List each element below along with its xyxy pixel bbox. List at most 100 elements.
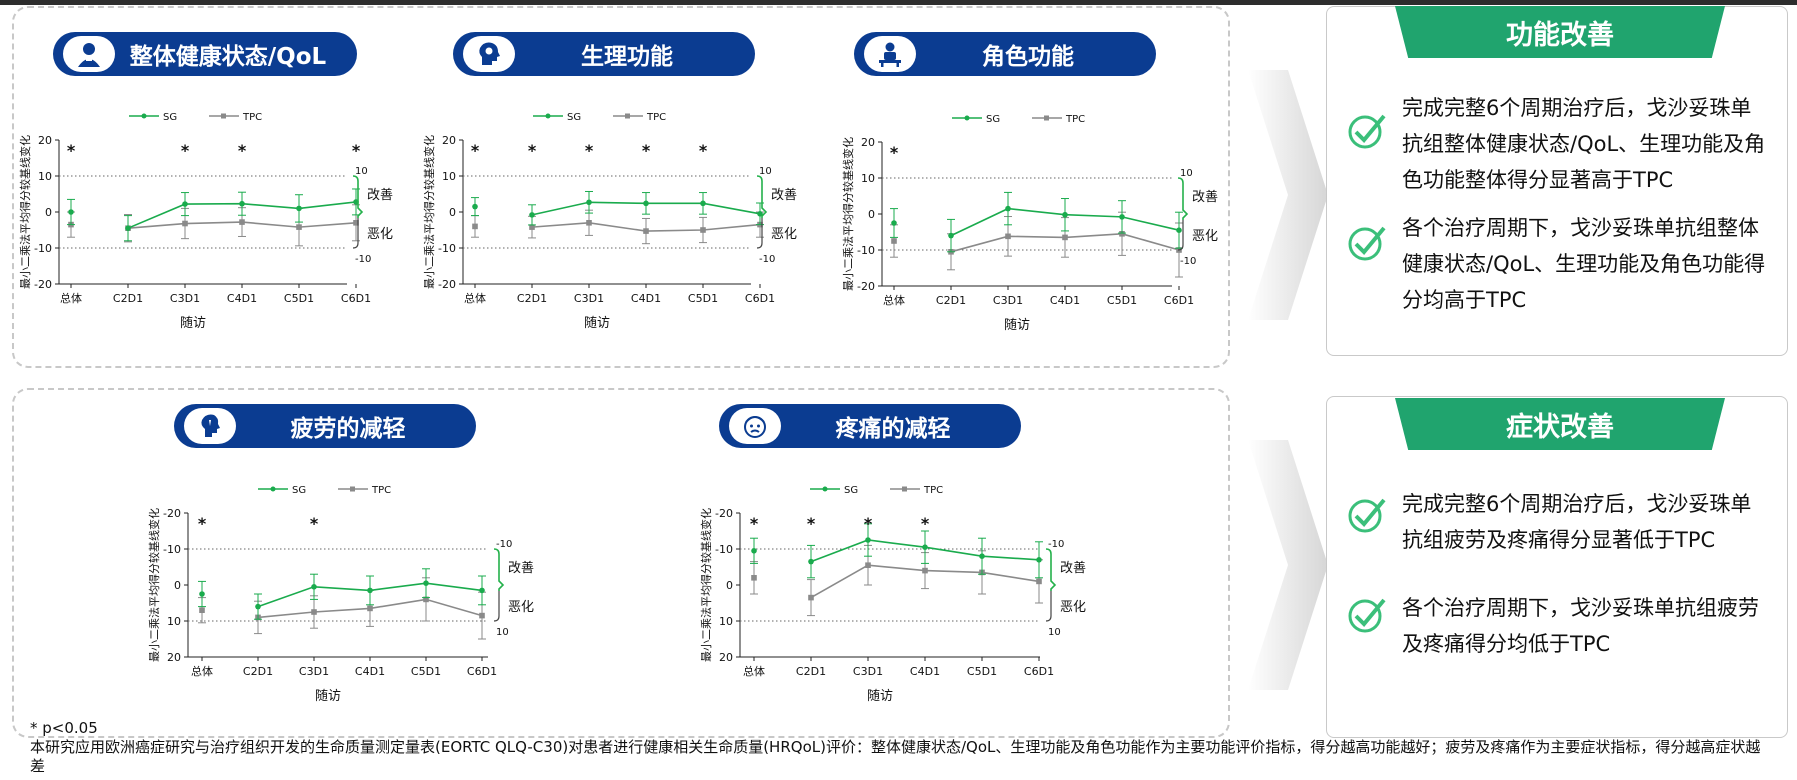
significance-star: * <box>181 141 190 160</box>
legend-tpc-label: TPC <box>242 112 262 123</box>
card-title-function: 功能改善 <box>1395 6 1725 58</box>
significance-star: * <box>238 141 247 160</box>
x-tick-label: C4D1 <box>227 292 257 305</box>
x-tick-label: 总体 <box>60 291 82 305</box>
improve-label: 改善 <box>367 187 393 203</box>
check-icon <box>1348 114 1386 149</box>
y-tick-label: -20 <box>715 507 733 520</box>
chart-role: SG TPC 20 10 0 -10 -20 总体 C2D1 C3D1 C4D1 C5D1 C6D1 随访… <box>841 114 1218 333</box>
x-tick-label: 总体 <box>464 291 486 305</box>
tpc-point <box>182 220 188 227</box>
y-tick-label: -10 <box>163 543 181 556</box>
sg-point <box>643 200 649 207</box>
person-icon <box>63 36 115 72</box>
check-icon <box>1348 598 1386 633</box>
improve-label: 改善 <box>771 187 797 203</box>
improve-brace <box>756 175 768 218</box>
y-tick-label: 10 <box>38 170 52 183</box>
sg-point <box>891 220 897 226</box>
card-bullet: 各个治疗周期下，戈沙妥珠单抗组疲劳及疼痛得分均低于TPC <box>1402 596 1759 656</box>
x-tick-label: C4D1 <box>910 665 940 678</box>
tpc-point <box>423 596 429 603</box>
improve-brace <box>352 175 364 218</box>
brace-top-value: 10 <box>759 166 772 177</box>
significance-star: * <box>642 141 651 160</box>
y-tick-label: 10 <box>167 615 181 628</box>
x-tick-label: C3D1 <box>170 292 200 305</box>
sg-point <box>751 548 757 554</box>
worsen-brace <box>352 218 359 249</box>
title-pill-qol: 整体健康状态/QoL <box>53 32 357 76</box>
legend-sg-marker <box>545 113 551 119</box>
y-tick-label: 20 <box>861 136 875 149</box>
chevron-arrow-icon <box>1248 70 1328 320</box>
significance-star: * <box>310 514 319 533</box>
x-tick-label: C2D1 <box>517 292 547 305</box>
x-tick-label: C4D1 <box>355 665 385 678</box>
sg-point <box>1176 227 1182 233</box>
footnote-text: 本研究应用欧洲癌症研究与治疗组织开发的生命质量测定量表(EORTC QLQ-C3… <box>30 738 1761 775</box>
card-title-symptom: 症状改善 <box>1395 398 1725 450</box>
x-tick-label: C3D1 <box>993 294 1023 307</box>
legend-sg-label: SG <box>163 112 177 123</box>
sg-point <box>311 584 317 590</box>
sg-point <box>757 211 763 217</box>
chart-fatigue: SG TPC -20 -10 0 10 20 总体 C2D1 C3D1 C4D1 C5D1 C6D1 随访… <box>147 485 534 704</box>
check-icon <box>1348 226 1386 261</box>
x-tick-label: C6D1 <box>341 292 371 305</box>
tpc-point <box>808 594 814 601</box>
title-pill-pain: 疼痛的减轻 <box>719 404 1021 448</box>
chart-pain: SG TPC -20 -10 0 10 20 总体 C2D1 C3D1 C4D1 C5D1 C6D1 随访… <box>699 485 1086 704</box>
significance-star: * <box>921 514 930 533</box>
legend-sg-label: SG <box>844 485 858 496</box>
x-axis-label: 随访 <box>1004 318 1030 333</box>
tpc-point <box>479 612 485 619</box>
x-tick-label: C5D1 <box>411 665 441 678</box>
chevron-arrow-icon <box>1248 440 1328 690</box>
symptom-improvement-card <box>1326 396 1788 738</box>
sg-point <box>423 580 429 586</box>
function-improvement-card <box>1326 6 1788 356</box>
tpc-point <box>891 238 897 244</box>
sg-point <box>1062 211 1068 218</box>
legend-tpc-label: TPC <box>646 112 666 123</box>
y-tick-label: -10 <box>438 242 456 255</box>
significance-star: * <box>352 141 361 160</box>
legend-tpc-marker <box>221 113 226 119</box>
sg-point <box>182 201 188 207</box>
y-tick-label: 0 <box>45 206 52 219</box>
title-role: 角色功能 <box>982 44 1074 70</box>
sg-point <box>1119 214 1125 220</box>
tpc-point <box>199 607 205 613</box>
x-tick-label: C4D1 <box>1050 294 1080 307</box>
y-axis-label: 最小二乘法平均得分较基线变化 <box>841 137 855 291</box>
y-tick-label: 10 <box>861 172 875 185</box>
brace-bottom-value: 10 <box>496 627 509 638</box>
sg-point <box>700 200 706 207</box>
sg-point <box>472 203 478 210</box>
significance-star: * <box>471 141 480 160</box>
y-tick-label: -20 <box>438 278 456 291</box>
y-axis-label: 最小二乘法平均得分较基线变化 <box>147 508 161 662</box>
improve-label: 改善 <box>1192 189 1218 205</box>
x-tick-label: C2D1 <box>243 665 273 678</box>
x-axis-label: 随访 <box>867 689 893 704</box>
card-bullet: 完成完整6个周期治疗后，戈沙妥珠单抗组疲劳及疼痛得分显著低于TPC <box>1402 492 1752 552</box>
y-tick-label: 0 <box>449 206 456 219</box>
y-tick-label: 0 <box>868 208 875 221</box>
worsen-label: 恶化 <box>367 227 393 242</box>
improve-brace <box>493 548 505 591</box>
y-tick-label: 10 <box>719 615 733 628</box>
check-icon <box>1348 498 1386 533</box>
significance-star: * <box>67 141 76 160</box>
x-tick-label: C5D1 <box>284 292 314 305</box>
y-tick-label: -20 <box>857 280 875 293</box>
sg-point <box>865 537 871 543</box>
chart-qol: SG TPC 20 10 0 -10 -20 总体 C2D1 C3D1 C4D1 C5D1 C6D1 随访… <box>18 112 393 331</box>
worsen-brace <box>493 591 500 622</box>
card-bullet: 完成完整6个周期治疗后，戈沙妥珠单抗组整体健康状态/QoL、生理功能及角色功能整… <box>1402 96 1766 192</box>
y-tick-label: 20 <box>719 651 733 664</box>
worsen-brace <box>756 218 763 249</box>
legend-tpc-marker <box>350 486 355 492</box>
title-fatigue: 疲劳的减轻 <box>290 416 406 442</box>
